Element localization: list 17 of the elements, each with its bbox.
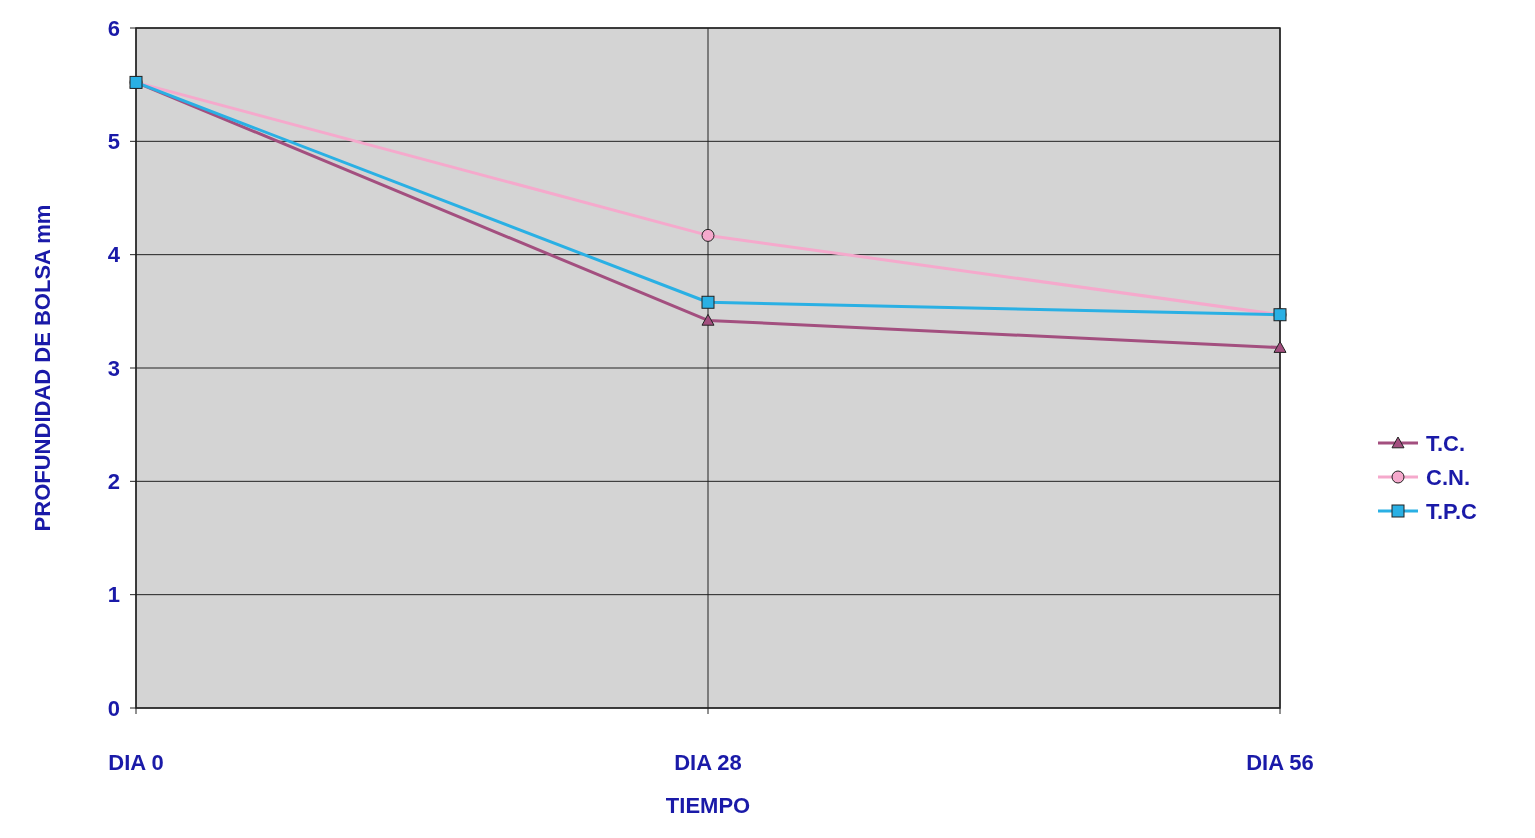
x-tick-label: DIA 28 bbox=[674, 750, 742, 775]
y-axis-title: PROFUNDIDAD DE BOLSA mm bbox=[30, 204, 55, 532]
point bbox=[701, 228, 715, 242]
legend-label: C.N. bbox=[1426, 464, 1470, 490]
x-tick-label: DIA 56 bbox=[1246, 750, 1314, 775]
y-tick-label: 0 bbox=[107, 695, 120, 721]
y-tick-label: 6 bbox=[107, 15, 120, 41]
y-tick-label: 3 bbox=[107, 355, 120, 381]
x-tick-label: DIA 0 bbox=[108, 750, 164, 775]
y-tick-label: 5 bbox=[107, 129, 120, 155]
legend-label: T.P.C bbox=[1426, 498, 1478, 524]
legend-label: T.C. bbox=[1426, 430, 1466, 456]
y-tick-label: 2 bbox=[107, 469, 120, 495]
x-axis-title: TIEMPO bbox=[665, 793, 751, 818]
point bbox=[701, 295, 715, 309]
y-tick-label: 4 bbox=[107, 242, 121, 268]
y-tick-label: 1 bbox=[107, 582, 120, 608]
